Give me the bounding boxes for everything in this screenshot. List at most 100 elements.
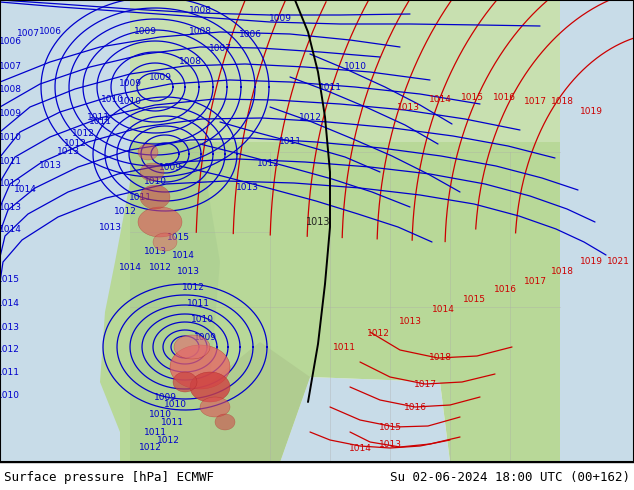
Text: 1016: 1016 [403,402,427,412]
Text: 1015: 1015 [460,93,484,101]
Text: 1011: 1011 [0,368,20,376]
Text: 1015: 1015 [378,422,401,432]
Text: 1010: 1010 [143,177,167,187]
Text: 1011: 1011 [332,343,356,352]
Text: 1011: 1011 [143,427,167,437]
Polygon shape [138,207,182,237]
Text: 1014: 1014 [119,263,141,271]
Text: 1009: 1009 [119,79,141,89]
Text: 1016: 1016 [493,93,515,101]
Polygon shape [190,372,230,402]
Polygon shape [170,345,230,389]
Text: 1012: 1012 [139,442,162,451]
Text: 1011: 1011 [86,113,110,122]
Text: 1012: 1012 [366,329,389,339]
Text: 1016: 1016 [493,286,517,294]
Text: 1011: 1011 [278,138,302,147]
Text: 1009: 1009 [158,163,181,172]
Text: 1011: 1011 [186,299,209,309]
Polygon shape [153,233,177,251]
Text: 1006: 1006 [0,38,22,47]
Polygon shape [210,342,310,462]
Text: 1012: 1012 [63,139,86,147]
Text: 1012: 1012 [299,113,321,122]
Text: 1012: 1012 [72,129,94,139]
Text: Surface pressure [hPa] ECMWF: Surface pressure [hPa] ECMWF [4,470,214,484]
Text: 1018: 1018 [550,98,574,106]
Text: 1014: 1014 [13,186,36,195]
Polygon shape [560,0,634,462]
Text: 1012: 1012 [113,207,136,217]
Text: 1014: 1014 [0,224,22,234]
Text: 1013: 1013 [143,247,167,256]
Text: 1012: 1012 [0,345,20,354]
Text: 1009: 1009 [148,74,172,82]
Text: 1018: 1018 [550,268,574,276]
Text: 1011: 1011 [0,157,22,167]
Text: 1013: 1013 [396,102,420,112]
Text: 1012: 1012 [157,436,179,444]
Text: 1010: 1010 [164,399,186,409]
Text: 1010: 1010 [148,410,172,418]
Text: 1013: 1013 [378,440,401,448]
Text: 1009: 1009 [193,333,216,342]
Text: 1013: 1013 [0,322,20,332]
Polygon shape [173,372,197,392]
Text: 1012: 1012 [148,263,171,271]
Polygon shape [174,335,210,359]
Text: 1010: 1010 [344,63,366,72]
Text: 1006: 1006 [238,30,261,40]
Text: 1012: 1012 [257,160,280,169]
Text: 1017: 1017 [413,379,436,389]
Text: 1007: 1007 [209,45,231,53]
Text: 1008: 1008 [188,27,212,36]
Text: 1012: 1012 [0,179,22,189]
Text: 1009: 1009 [153,392,176,401]
Polygon shape [140,163,164,181]
Text: 1014: 1014 [172,250,195,260]
Polygon shape [130,142,220,462]
Text: 1015: 1015 [167,234,190,243]
Text: 1013: 1013 [56,147,79,156]
Text: 1015: 1015 [462,295,486,304]
Polygon shape [140,185,170,209]
Text: 1013: 1013 [235,182,259,192]
Text: 1013: 1013 [306,217,330,227]
Text: 1010: 1010 [0,391,20,399]
Text: 1013: 1013 [98,222,122,231]
Text: 1008: 1008 [188,6,212,16]
Text: 1007: 1007 [16,29,39,39]
Text: Su 02-06-2024 18:00 UTC (00+162): Su 02-06-2024 18:00 UTC (00+162) [390,470,630,484]
Text: 1010: 1010 [101,96,124,104]
Text: 1010: 1010 [0,132,22,142]
Text: 1009: 1009 [0,109,22,119]
Text: 1021: 1021 [607,258,630,267]
Text: 1008: 1008 [0,85,22,95]
Polygon shape [130,0,560,142]
Text: 1010: 1010 [119,98,141,106]
Polygon shape [280,377,450,462]
Text: 1014: 1014 [0,299,20,309]
Text: 1012: 1012 [181,284,204,293]
Text: 1014: 1014 [432,305,455,315]
Text: 1008: 1008 [179,57,202,67]
Text: 1011: 1011 [89,118,112,126]
Text: 1011: 1011 [129,193,152,201]
Text: 1015: 1015 [0,275,20,285]
Text: 1007: 1007 [0,63,22,72]
Polygon shape [0,0,160,462]
Text: 1017: 1017 [524,98,547,106]
Text: 1013: 1013 [176,268,200,276]
Polygon shape [138,144,158,160]
Text: 1014: 1014 [429,96,451,104]
Text: 1017: 1017 [524,277,547,287]
Text: 1013: 1013 [39,161,61,170]
Text: 1013: 1013 [399,318,422,326]
Text: 1009: 1009 [134,27,157,36]
Text: 1019: 1019 [579,107,602,117]
Text: 1014: 1014 [349,443,372,452]
Text: 1010: 1010 [190,316,214,324]
Text: 1009: 1009 [269,15,292,24]
Text: 1011: 1011 [160,417,183,426]
Polygon shape [200,397,230,417]
